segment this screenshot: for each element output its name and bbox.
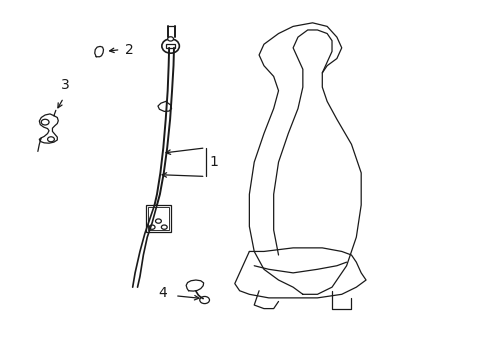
Ellipse shape xyxy=(167,37,173,41)
Bar xyxy=(146,205,170,232)
Circle shape xyxy=(200,296,209,303)
Circle shape xyxy=(155,219,161,223)
Circle shape xyxy=(47,137,54,142)
Circle shape xyxy=(41,119,49,125)
Circle shape xyxy=(161,225,167,229)
Bar xyxy=(148,207,168,230)
Bar xyxy=(165,44,175,48)
Text: 4: 4 xyxy=(158,286,166,300)
Text: 1: 1 xyxy=(209,155,218,169)
Ellipse shape xyxy=(162,39,179,53)
Text: 2: 2 xyxy=(125,42,134,57)
Circle shape xyxy=(149,225,155,229)
Text: 3: 3 xyxy=(61,78,70,93)
